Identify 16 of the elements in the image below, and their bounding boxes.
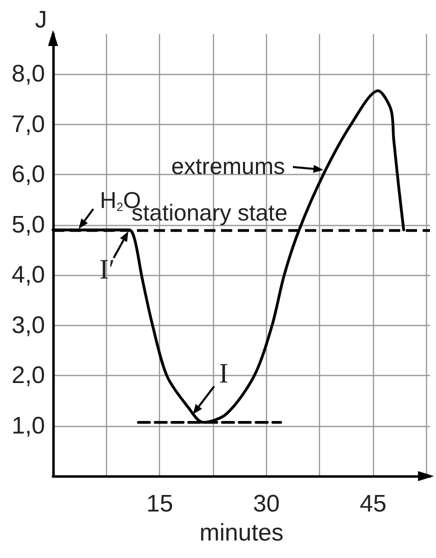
x-axis-title: minutes <box>199 520 284 546</box>
y-tick-label: 8,0 <box>12 60 45 88</box>
x-tick-label: 45 <box>360 490 386 518</box>
y-tick-label: 5,0 <box>12 211 45 238</box>
y-axis-title: J <box>35 6 47 34</box>
y-tick-label: 7,0 <box>12 110 45 138</box>
y-tick-label: 2,0 <box>12 362 45 390</box>
y-tick-label: 6,0 <box>12 161 45 188</box>
annotation: I <box>219 358 228 390</box>
x-tick-label: 30 <box>253 490 280 518</box>
annotation: extremums <box>171 153 285 179</box>
x-tick-label: 15 <box>146 490 174 518</box>
annotation: I′ <box>99 254 115 286</box>
y-tick-label: 3,0 <box>12 312 45 339</box>
y-tick-label: 4,0 <box>12 262 45 289</box>
y-tick-label: 1,0 <box>12 412 45 440</box>
